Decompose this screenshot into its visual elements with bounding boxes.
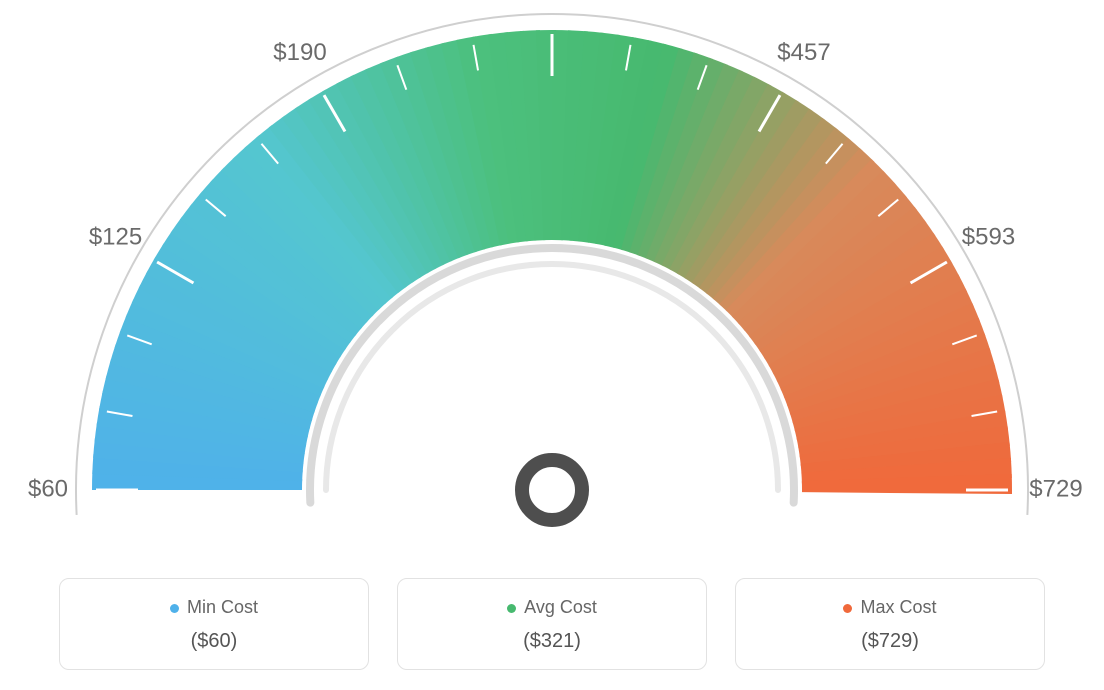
gauge-svg: $60$125$190$321$457$593$729 [0, 0, 1104, 560]
cost-gauge: $60$125$190$321$457$593$729 [0, 0, 1104, 560]
svg-text:$457: $457 [777, 39, 830, 66]
svg-text:$60: $60 [28, 475, 68, 502]
legend-row: Min Cost ($60) Avg Cost ($321) Max Cost … [0, 578, 1104, 670]
card-max-cost: Max Cost ($729) [735, 578, 1045, 670]
dot-max-icon [843, 604, 852, 613]
card-avg-label: Avg Cost [524, 597, 597, 617]
card-min-value: ($60) [60, 630, 368, 653]
svg-text:$190: $190 [273, 39, 326, 66]
card-max-title: Max Cost [736, 597, 1044, 618]
svg-text:$125: $125 [89, 223, 142, 250]
dot-avg-icon [507, 604, 516, 613]
card-min-label: Min Cost [187, 597, 258, 617]
card-min-title: Min Cost [60, 597, 368, 618]
svg-text:$729: $729 [1029, 475, 1082, 502]
card-avg-cost: Avg Cost ($321) [397, 578, 707, 670]
card-max-label: Max Cost [860, 597, 936, 617]
card-avg-title: Avg Cost [398, 597, 706, 618]
svg-text:$593: $593 [962, 223, 1015, 250]
dot-min-icon [170, 604, 179, 613]
card-max-value: ($729) [736, 630, 1044, 653]
card-min-cost: Min Cost ($60) [59, 578, 369, 670]
card-avg-value: ($321) [398, 630, 706, 653]
